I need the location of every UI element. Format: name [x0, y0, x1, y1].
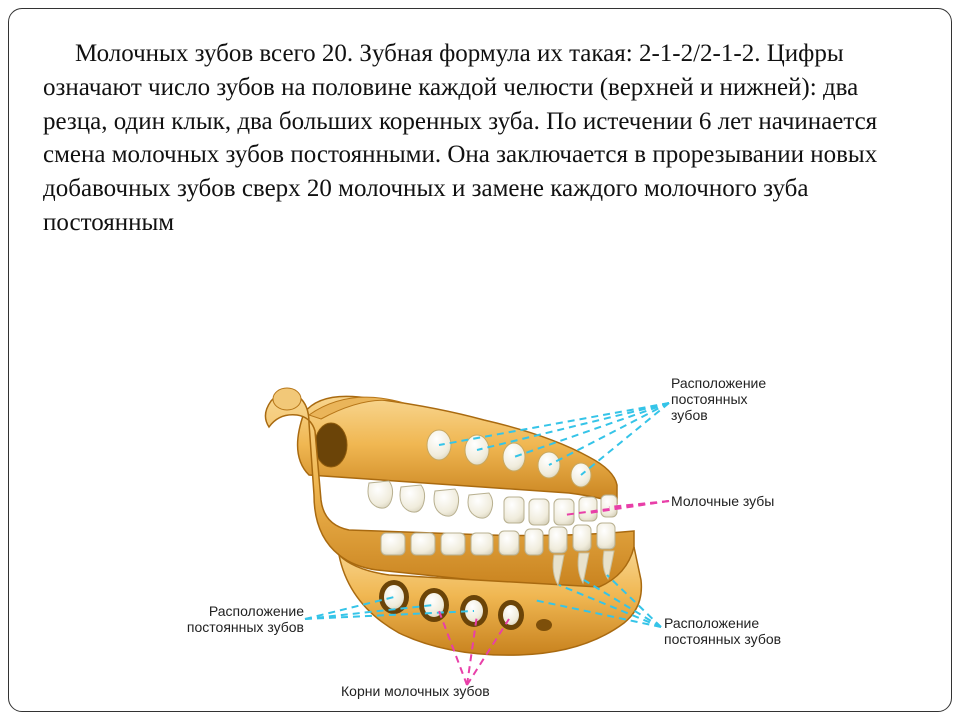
slide-frame: Молочных зубов всего 20. Зубная формула … [8, 8, 952, 712]
upper-jaw [298, 396, 617, 503]
label-roots-milk: Корни молочных зубов [341, 683, 490, 699]
teeth-diagram: Расположениепостоянныхзубов Молочные зуб… [9, 375, 951, 705]
jaw-illustration [9, 375, 953, 705]
label-permanent-left: Расположениепостоянных зубов [164, 603, 304, 635]
label-milk-teeth: Молочные зубы [671, 493, 774, 509]
label-permanent-top: Расположениепостоянныхзубов [671, 375, 766, 423]
main-paragraph: Молочных зубов всего 20. Зубная формула … [43, 37, 917, 240]
label-permanent-right: Расположениепостоянных зубов [664, 615, 781, 647]
